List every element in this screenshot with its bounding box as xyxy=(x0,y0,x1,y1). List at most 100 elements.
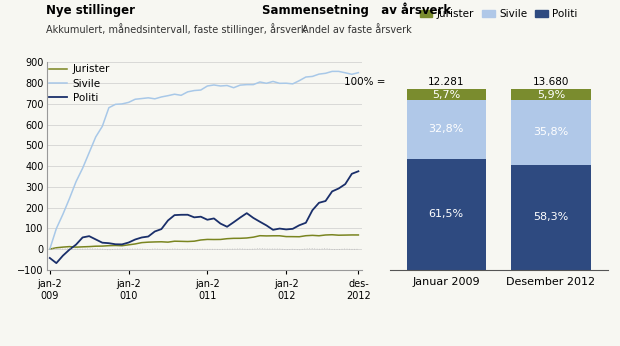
Jurister xyxy=(302,234,309,238)
Jurister xyxy=(157,240,165,244)
Text: 13.680: 13.680 xyxy=(533,77,569,86)
Jurister xyxy=(99,244,106,248)
Jurister xyxy=(230,236,237,240)
Sivile xyxy=(236,83,244,87)
Politi xyxy=(79,235,86,239)
Text: Desember 2012: Desember 2012 xyxy=(507,277,596,287)
Sivile xyxy=(296,79,303,83)
Politi xyxy=(157,227,165,231)
Politi xyxy=(53,261,60,265)
Jurister xyxy=(329,233,336,237)
Jurister xyxy=(276,234,283,238)
Jurister xyxy=(177,239,185,244)
Politi xyxy=(322,199,329,203)
Sivile xyxy=(99,124,106,128)
Jurister xyxy=(296,235,303,239)
Sivile xyxy=(131,97,139,101)
Sivile xyxy=(118,102,126,106)
Sivile xyxy=(144,96,152,100)
Politi xyxy=(329,189,336,193)
Sivile xyxy=(302,75,309,79)
Politi xyxy=(99,240,106,245)
Sivile xyxy=(289,82,296,86)
Politi xyxy=(86,234,93,238)
Politi xyxy=(315,201,322,205)
Jurister xyxy=(210,237,218,242)
Politi xyxy=(184,213,192,217)
Politi xyxy=(59,254,66,258)
Jurister xyxy=(289,235,296,239)
Text: 5,7%: 5,7% xyxy=(432,90,461,100)
Jurister xyxy=(217,237,224,242)
Jurister xyxy=(59,245,66,249)
Politi xyxy=(151,229,159,234)
Bar xyxy=(407,159,486,270)
Jurister xyxy=(322,233,329,237)
Politi xyxy=(342,182,349,186)
Jurister xyxy=(250,235,257,239)
Politi xyxy=(46,256,53,260)
Text: Akkumulert, månedsintervall, faste stillinger, årsverk: Akkumulert, månedsintervall, faste still… xyxy=(46,23,307,35)
Politi xyxy=(236,216,244,220)
Sivile xyxy=(230,86,237,90)
Sivile xyxy=(184,90,192,94)
Sivile xyxy=(223,83,231,88)
Jurister xyxy=(171,239,179,243)
Sivile xyxy=(342,71,349,75)
Text: 61,5%: 61,5% xyxy=(429,209,464,219)
Politi xyxy=(256,220,264,224)
Sivile xyxy=(210,83,218,87)
Bar xyxy=(512,89,591,100)
Jurister xyxy=(190,239,198,243)
Jurister xyxy=(309,233,316,237)
Sivile xyxy=(217,84,224,88)
Sivile xyxy=(243,83,250,87)
Sivile xyxy=(269,79,277,83)
Text: Nye stillinger: Nye stillinger xyxy=(46,4,136,17)
Sivile xyxy=(197,88,205,92)
Jurister xyxy=(164,240,172,244)
Jurister xyxy=(256,234,264,238)
Bar xyxy=(512,100,591,165)
Bar xyxy=(512,165,591,270)
Jurister xyxy=(46,247,53,251)
Sivile xyxy=(73,180,80,184)
Jurister xyxy=(243,236,250,240)
Politi xyxy=(92,237,99,242)
Text: 35,8%: 35,8% xyxy=(533,127,569,137)
Sivile xyxy=(46,247,53,251)
Sivile xyxy=(112,102,119,107)
Jurister xyxy=(144,240,152,244)
Text: 32,8%: 32,8% xyxy=(428,124,464,134)
Legend: Jurister, Sivile, Politi: Jurister, Sivile, Politi xyxy=(420,9,577,19)
Politi xyxy=(302,221,309,225)
Jurister xyxy=(315,234,322,238)
Jurister xyxy=(355,233,362,237)
Sivile xyxy=(309,74,316,79)
Text: 12.281: 12.281 xyxy=(428,77,464,86)
Sivile xyxy=(250,83,257,87)
Line: Politi: Politi xyxy=(50,171,358,263)
Politi xyxy=(276,227,283,231)
Politi xyxy=(138,235,146,239)
Sivile xyxy=(348,72,355,76)
Sivile xyxy=(66,197,73,201)
Jurister xyxy=(197,238,205,242)
Jurister xyxy=(283,235,290,239)
Text: Sammensetning   av årsverk: Sammensetning av årsverk xyxy=(262,3,451,17)
Line: Sivile: Sivile xyxy=(50,71,358,249)
Politi xyxy=(73,243,80,247)
Politi xyxy=(190,215,198,219)
Bar xyxy=(407,100,486,159)
Jurister xyxy=(151,240,159,244)
Politi xyxy=(348,172,355,176)
Politi xyxy=(269,228,277,232)
Sivile xyxy=(335,69,342,73)
Jurister xyxy=(342,233,349,237)
Politi xyxy=(171,213,179,217)
Politi xyxy=(230,220,237,224)
Politi xyxy=(355,169,362,173)
Legend: Jurister, Sivile, Politi: Jurister, Sivile, Politi xyxy=(48,64,110,103)
Sivile xyxy=(138,97,146,101)
Sivile xyxy=(177,93,185,97)
